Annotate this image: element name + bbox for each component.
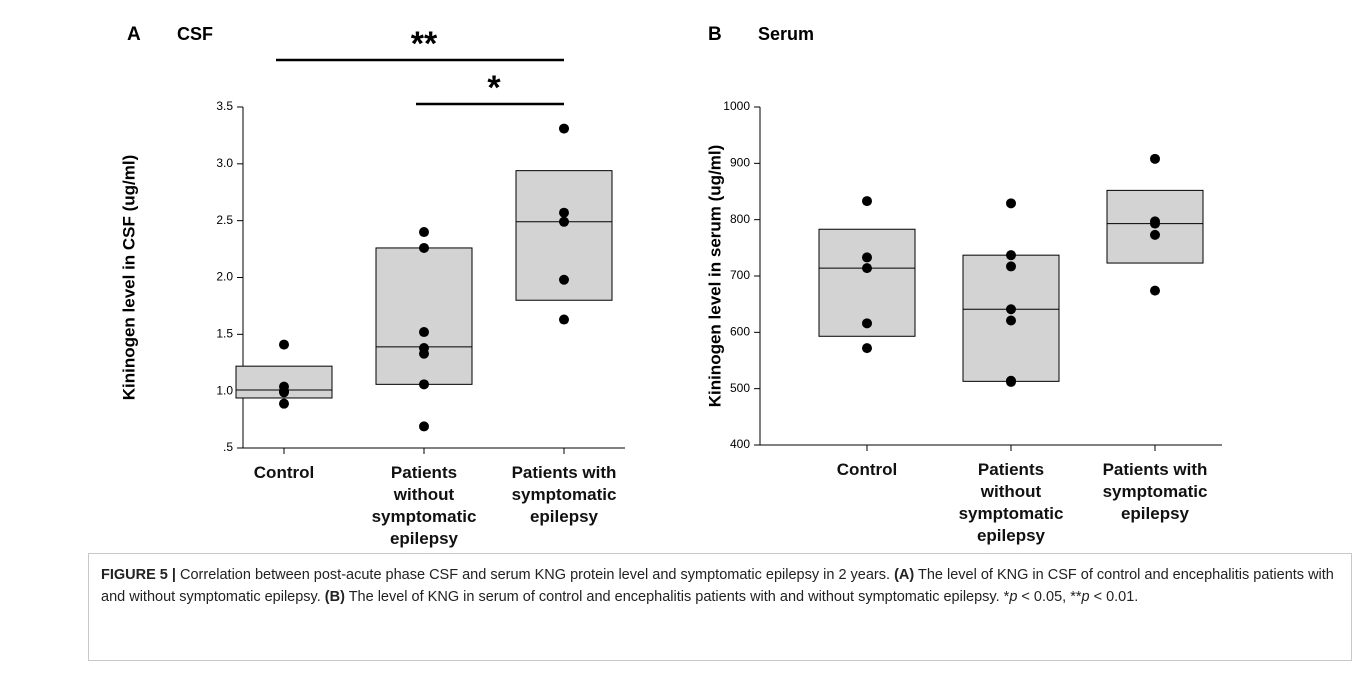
caption-text: The level of KNG in serum of control and… xyxy=(344,589,1010,605)
point xyxy=(279,387,289,398)
point xyxy=(862,318,872,329)
figure: A CSF .5 1.0 1.5 2.0 2.5 3.0 3.5 Kininogen level … xyxy=(119,24,1222,454)
y-tick-label: 400 xyxy=(730,437,750,451)
point xyxy=(862,343,872,354)
point xyxy=(862,252,872,263)
point xyxy=(1150,229,1160,240)
point xyxy=(559,274,569,285)
caption-panel: (A) xyxy=(894,567,915,583)
point xyxy=(419,379,429,390)
point xyxy=(1006,261,1016,272)
y-tick-label: 600 xyxy=(730,325,750,339)
caption-label: FIGURE 5 | xyxy=(101,567,176,583)
y-tick-label: 500 xyxy=(730,381,750,395)
caption: FIGURE 5 | Correlation between post-acut… xyxy=(88,553,1352,661)
y-tick-label: 3.5 xyxy=(216,99,233,113)
panel-letter: B xyxy=(708,24,722,45)
panel-title: Serum xyxy=(758,24,814,44)
y-tick-label: 1000 xyxy=(723,99,750,113)
y-tick-label: 1.0 xyxy=(216,383,233,397)
point xyxy=(419,242,429,253)
caption-text: The level of KNG in CSF of control and e… xyxy=(101,567,1334,605)
point xyxy=(559,216,569,227)
point xyxy=(1006,250,1016,261)
y-tick-label: 1.5 xyxy=(216,327,233,341)
significance-label: * xyxy=(487,69,501,107)
y-tick-label: .5 xyxy=(223,440,233,454)
x-tick-label: Control xyxy=(836,460,898,479)
point xyxy=(862,196,872,207)
y-axis-label: Kininogen level in serum (ug/ml) xyxy=(705,145,724,408)
point xyxy=(419,421,429,432)
caption-panel: (B) xyxy=(324,589,345,605)
caption-text: < 0.01. xyxy=(1089,589,1139,605)
caption-text: Correlation between post-acute phase CSF… xyxy=(175,567,895,583)
point xyxy=(419,327,429,338)
point xyxy=(559,314,569,325)
x-tick-label: Patients with symptomatic epilepsy xyxy=(511,463,617,526)
y-tick-label: 2.5 xyxy=(216,213,233,227)
x-tick-label: Patients without symptomatic epilepsy xyxy=(371,463,477,548)
caption-italic: p xyxy=(1009,589,1018,605)
point xyxy=(1150,285,1160,296)
y-tick-label: 2.0 xyxy=(216,270,233,284)
caption-italic: p xyxy=(1081,589,1090,605)
y-tick-label: 800 xyxy=(730,212,750,226)
point xyxy=(559,207,569,218)
point xyxy=(862,263,872,274)
point xyxy=(559,123,569,134)
caption-text: < 0.05, ** xyxy=(1017,589,1082,605)
significance-label: ** xyxy=(411,25,438,63)
point xyxy=(1150,153,1160,164)
point xyxy=(1150,218,1160,229)
point xyxy=(419,348,429,359)
x-tick-label: Patients without symptomatic epilepsy xyxy=(958,460,1064,545)
y-tick-label: 900 xyxy=(730,156,750,170)
y-tick-label: 3.0 xyxy=(216,156,233,170)
point xyxy=(1006,198,1016,209)
point xyxy=(419,227,429,238)
x-tick-label: Patients with symptomatic epilepsy xyxy=(1102,460,1208,523)
point xyxy=(1006,315,1016,326)
x-tick-label: Control xyxy=(253,463,315,482)
point xyxy=(279,398,289,409)
point xyxy=(279,339,289,350)
panel-title: CSF xyxy=(177,24,213,44)
panel-letter: A xyxy=(127,24,141,45)
point xyxy=(1006,376,1016,387)
y-axis-label: Kininogen level in CSF (ug/ml) xyxy=(119,155,138,401)
box xyxy=(375,247,473,385)
point xyxy=(1006,304,1016,315)
y-tick-label: 700 xyxy=(730,268,750,282)
